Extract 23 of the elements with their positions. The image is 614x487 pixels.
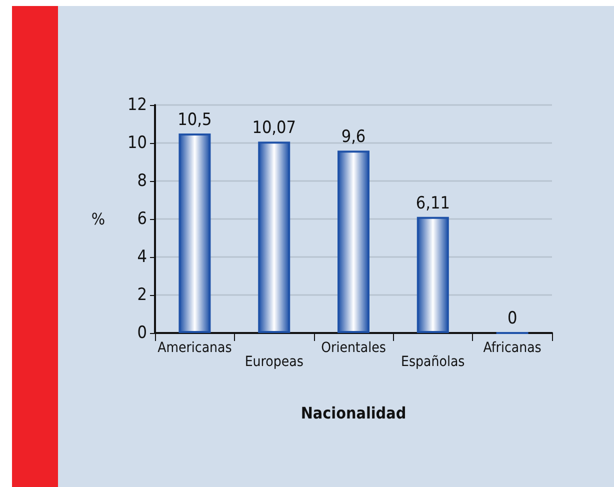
y-tick-label: 4: [137, 247, 147, 267]
data-label: 9,6: [341, 127, 366, 148]
bar: [178, 134, 211, 333]
bar: [338, 150, 370, 333]
bar: [258, 142, 290, 333]
x-tick-label: Africanas: [483, 340, 542, 356]
data-label: 6,11: [416, 193, 450, 214]
data-label: 10,07: [252, 118, 296, 138]
y-tick-label: 8: [137, 171, 147, 191]
x-tick-label: Orientales: [321, 340, 386, 356]
x-tick-label: Españolas: [401, 354, 465, 370]
y-tick-label: 12: [128, 95, 147, 115]
y-tick-label: 2: [137, 285, 147, 305]
x-axis-title: Nacionalidad: [300, 404, 406, 422]
y-tick-label: 6: [137, 209, 147, 229]
data-label: 0: [507, 308, 518, 328]
y-axis-title: %: [91, 210, 105, 228]
x-tick-label: Americanas: [158, 340, 232, 356]
y-tick-label: 10: [128, 133, 147, 153]
bar: [416, 216, 449, 333]
x-tick-label: Europeas: [244, 354, 304, 370]
y-tick-label: 0: [137, 323, 147, 343]
data-label: 10,5: [178, 110, 212, 130]
